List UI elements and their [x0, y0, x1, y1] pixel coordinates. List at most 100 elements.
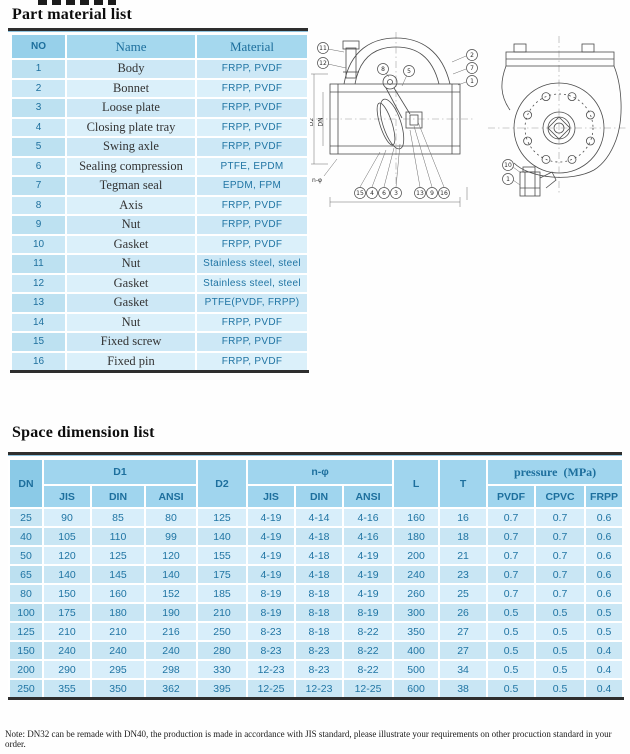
cell-t: 21 — [438, 545, 489, 566]
cell-d1-jis: 150 — [42, 583, 92, 604]
cell-nphi-ansi: 4-19 — [342, 564, 395, 585]
cell-d1-jis: 240 — [42, 640, 92, 661]
cell-pressure-cpvc: 0.7 — [534, 583, 587, 604]
part-name: Bonnet — [65, 77, 197, 99]
column-header-n-phi: n-φ — [246, 458, 395, 486]
table-row: 14 Nut FRPP, PVDF — [10, 311, 309, 333]
cell-l: 260 — [392, 583, 441, 604]
table-row: 80 150 160 152 185 8-19 8-18 4-19 260 25… — [8, 583, 625, 604]
table-row: 7 Tegman seal EPDM, FPM — [10, 175, 309, 197]
cell-d1-din: 160 — [90, 583, 146, 604]
cell-d2: 395 — [196, 678, 249, 700]
cell-d2: 155 — [196, 545, 249, 566]
cell-pressure-frpp: 0.4 — [584, 659, 625, 680]
valve-side-section-view: D2 DN n-φ 11 12 2 7 1 8 5 15 4 6 3 13 9 — [310, 32, 478, 207]
cell-d1-ansi: 216 — [143, 621, 199, 642]
part-material: FRPP, PVDF — [195, 116, 309, 138]
cell-nphi-jis: 4-19 — [246, 526, 297, 547]
part-material: PTFE(PVDF, FRPP) — [195, 292, 309, 314]
table-row: 2 Bonnet FRPP, PVDF — [10, 77, 309, 99]
cell-nphi-ansi: 8-22 — [342, 659, 395, 680]
cell-d1-din: 180 — [90, 602, 146, 623]
callout-1: 1 — [470, 78, 474, 85]
table-row: 1 Body FRPP, PVDF — [10, 58, 309, 80]
part-name: Nut — [65, 253, 197, 275]
part-number: 5 — [10, 136, 67, 158]
cell-pressure-cpvc: 0.7 — [534, 564, 587, 585]
cell-l: 200 — [392, 545, 441, 566]
cell-pressure-pvdf: 0.5 — [486, 621, 537, 642]
part-number: 14 — [10, 311, 67, 333]
cell-d1-ansi: 298 — [143, 659, 199, 680]
space-dimension-table: DN D1 D2 n-φ L T pressure (MPa) JIS DIN … — [8, 458, 625, 700]
part-name: Gasket — [65, 233, 197, 255]
part-material: FRPP, PVDF — [195, 311, 309, 333]
cell-pressure-pvdf: 0.7 — [486, 526, 537, 547]
table-row: 3 Loose plate FRPP, PVDF — [10, 97, 309, 119]
cell-d1-jis: 175 — [42, 602, 92, 623]
callout-10: 10 — [504, 162, 512, 169]
cell-d1-jis: 105 — [42, 526, 92, 547]
part-number: 9 — [10, 214, 67, 236]
cell-pressure-frpp: 0.6 — [584, 564, 625, 585]
cell-pressure-cpvc: 0.5 — [534, 659, 587, 680]
cell-nphi-jis: 12-25 — [246, 678, 297, 700]
cell-d1-ansi: 99 — [143, 526, 199, 547]
part-material: Stainless steel, steel — [195, 253, 309, 275]
part-material: FRPP, PVDF — [195, 77, 309, 99]
cell-t: 16 — [438, 507, 489, 528]
subheader-d1-jis: JIS — [42, 484, 92, 509]
table-row: 100 175 180 190 210 8-19 8-18 8-19 300 2… — [8, 602, 625, 623]
cell-d2: 280 — [196, 640, 249, 661]
cell-d1-jis: 90 — [42, 507, 92, 528]
cell-l: 600 — [392, 678, 441, 700]
table-row: 65 140 145 140 175 4-19 4-18 4-19 240 23… — [8, 564, 625, 585]
part-name: Closing plate tray — [65, 116, 197, 138]
callout-4: 4 — [370, 190, 374, 197]
cell-pressure-frpp: 0.6 — [584, 583, 625, 604]
cell-d2: 125 — [196, 507, 249, 528]
callout-15: 15 — [356, 190, 364, 197]
cell-pressure-cpvc: 0.7 — [534, 545, 587, 566]
subheader-pressure-frpp: FRPP — [584, 484, 625, 509]
callout-3: 3 — [394, 190, 398, 197]
cell-d1-ansi: 152 — [143, 583, 199, 604]
cell-pressure-cpvc: 0.5 — [534, 640, 587, 661]
part-number: 11 — [10, 253, 67, 275]
callout-11: 11 — [319, 45, 327, 52]
callout-13: 13 — [416, 190, 424, 197]
cell-pressure-frpp: 0.4 — [584, 640, 625, 661]
cell-t: 34 — [438, 659, 489, 680]
cell-d1-jis: 355 — [42, 678, 92, 700]
cell-dn: 125 — [8, 621, 44, 642]
part-name: Sealing compression — [65, 155, 197, 177]
table-row: 5 Swing axle FRPP, PVDF — [10, 136, 309, 158]
cell-nphi-ansi: 4-16 — [342, 526, 395, 547]
table-row: 200 290 295 298 330 12-23 8-23 8-22 500 … — [8, 659, 625, 680]
cell-nphi-ansi: 12-25 — [342, 678, 395, 700]
dim-label-dn: DN — [318, 117, 325, 126]
cell-d2: 175 — [196, 564, 249, 585]
cell-nphi-jis: 8-23 — [246, 621, 297, 642]
callout-12: 12 — [319, 60, 327, 67]
valve-technical-drawing: D2 DN n-φ 11 12 2 7 1 8 5 15 4 6 3 13 9 — [310, 32, 626, 207]
cell-d1-ansi: 190 — [143, 602, 199, 623]
column-header-name: Name — [65, 33, 197, 60]
part-number: 3 — [10, 97, 67, 119]
cell-pressure-frpp: 0.5 — [584, 621, 625, 642]
cell-l: 400 — [392, 640, 441, 661]
cell-nphi-ansi: 8-22 — [342, 621, 395, 642]
column-header-dn: DN — [8, 458, 44, 509]
cell-t: 23 — [438, 564, 489, 585]
part-material: FRPP, PVDF — [195, 97, 309, 119]
cell-pressure-pvdf: 0.7 — [486, 545, 537, 566]
cell-dn: 40 — [8, 526, 44, 547]
cell-d1-ansi: 80 — [143, 507, 199, 528]
cell-t: 18 — [438, 526, 489, 547]
subheader-nphi-ansi: ANSI — [342, 484, 395, 509]
part-name: Nut — [65, 311, 197, 333]
cell-d1-jis: 290 — [42, 659, 92, 680]
table-row: 250 355 350 362 395 12-25 12-23 12-25 60… — [8, 678, 625, 700]
part-material: FRPP, PVDF — [195, 194, 309, 216]
cell-t: 27 — [438, 621, 489, 642]
